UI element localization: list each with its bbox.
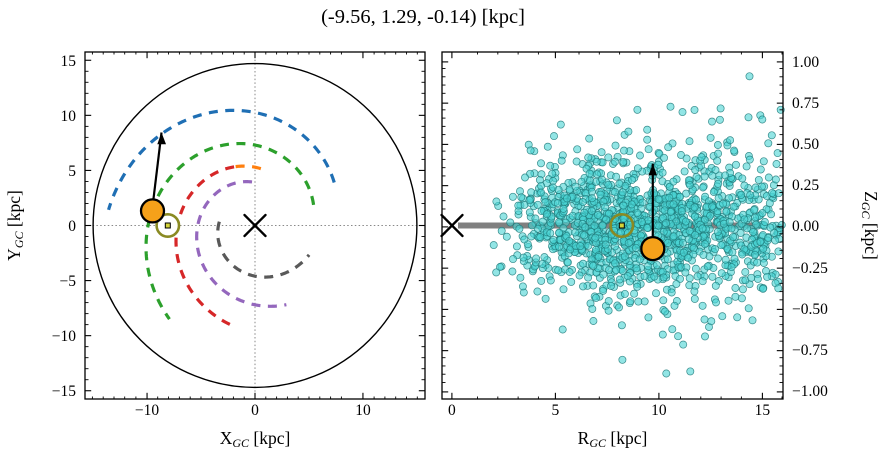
- svg-text:ZGC [kpc]: ZGC [kpc]: [859, 191, 881, 260]
- svg-text:10: 10: [651, 402, 667, 419]
- svg-text:−5: −5: [60, 273, 77, 290]
- svg-text:0.50: 0.50: [792, 136, 819, 153]
- svg-text:(-9.56, 1.29, -0.14) [kpc]: (-9.56, 1.29, -0.14) [kpc]: [321, 6, 525, 28]
- svg-text:0.75: 0.75: [792, 95, 819, 112]
- svg-text:−0.50: −0.50: [792, 301, 828, 318]
- svg-text:0: 0: [251, 402, 259, 419]
- svg-text:1.00: 1.00: [792, 54, 819, 71]
- svg-text:−10: −10: [135, 402, 159, 419]
- svg-text:10: 10: [355, 402, 371, 419]
- svg-text:−0.75: −0.75: [792, 342, 828, 359]
- svg-text:0.25: 0.25: [792, 177, 819, 194]
- svg-text:0: 0: [68, 218, 76, 235]
- svg-text:15: 15: [755, 402, 771, 419]
- svg-text:−0.25: −0.25: [792, 260, 828, 277]
- svg-text:RGC [kpc]: RGC [kpc]: [578, 428, 648, 450]
- svg-text:−15: −15: [52, 383, 76, 400]
- svg-text:5: 5: [552, 402, 560, 419]
- svg-text:XGC [kpc]: XGC [kpc]: [220, 428, 291, 450]
- svg-text:15: 15: [61, 53, 77, 70]
- svg-text:−10: −10: [52, 328, 76, 345]
- svg-text:10: 10: [61, 108, 77, 125]
- svg-text:0.00: 0.00: [792, 218, 819, 235]
- svg-text:5: 5: [68, 163, 76, 180]
- svg-text:−1.00: −1.00: [792, 383, 828, 400]
- svg-text:YGC [kpc]: YGC [kpc]: [4, 190, 26, 261]
- svg-text:0: 0: [448, 402, 456, 419]
